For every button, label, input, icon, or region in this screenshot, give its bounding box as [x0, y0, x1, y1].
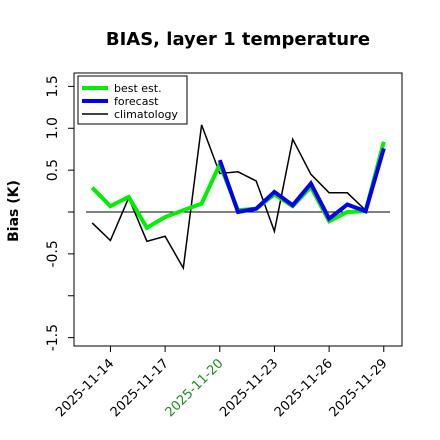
y-axis: -1.5 -0.5 0.5 1.0 1.5 — [45, 75, 74, 351]
x-axis: 2025-11-142025-11-172025-11-202025-11-23… — [53, 346, 391, 420]
y-tick-label: -1.5 — [45, 324, 61, 351]
y-axis-label: Bias (K) — [6, 180, 22, 242]
x-tick-label: 2025-11-29 — [327, 356, 391, 420]
y-tick-label: 1.5 — [45, 75, 61, 97]
plot-frame — [73, 72, 403, 347]
y-tick-label: 1.0 — [45, 117, 61, 139]
series-lines — [90, 124, 386, 271]
legend-label-climatology: climatology — [114, 108, 178, 121]
y-tick-label: 0.5 — [45, 159, 61, 181]
y-tick-label: -0.5 — [45, 240, 61, 267]
legend-label-forecast: forecast — [114, 95, 159, 108]
series-line-forecast — [217, 147, 386, 222]
chart-title: BIAS, layer 1 temperature — [106, 29, 370, 50]
series-line-climatology — [91, 124, 385, 271]
legend: best est. forecast climatology — [77, 75, 188, 125]
legend-label-best-est: best est. — [114, 82, 162, 95]
